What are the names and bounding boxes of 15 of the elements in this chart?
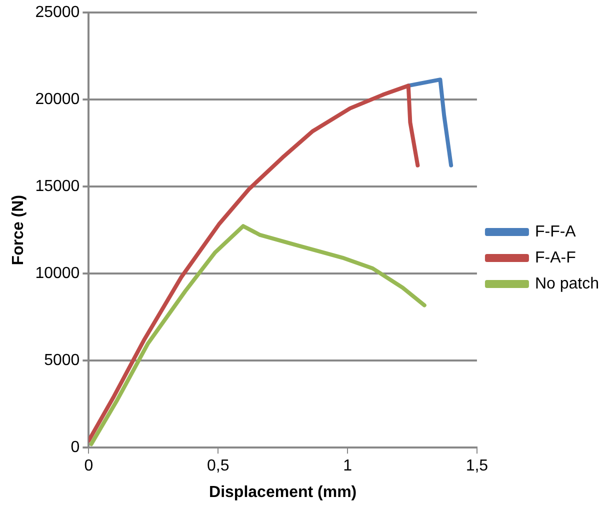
y-tick-label: 15000 [35,178,80,196]
x-tick-label: 0 [84,458,94,475]
x-tick-label: 0,5 [206,458,230,475]
x-axis-title: Displacement (mm) [209,484,357,501]
x-tick-label: 1 [343,458,352,475]
y-tick-label: 25000 [35,4,80,22]
y-tick-label: 10000 [35,265,80,282]
y-tick-label: 5000 [44,352,80,370]
y-tick-label: 20000 [35,91,80,108]
legend-label: No patch [534,275,600,292]
y-tick-label: 0 [70,439,80,456]
legend-label: F-F-A [534,223,576,240]
x-tick-label: 1,5 [466,458,488,475]
y-axis-title: Force (N) [10,194,28,266]
legend-label: F-A-F [534,249,576,266]
